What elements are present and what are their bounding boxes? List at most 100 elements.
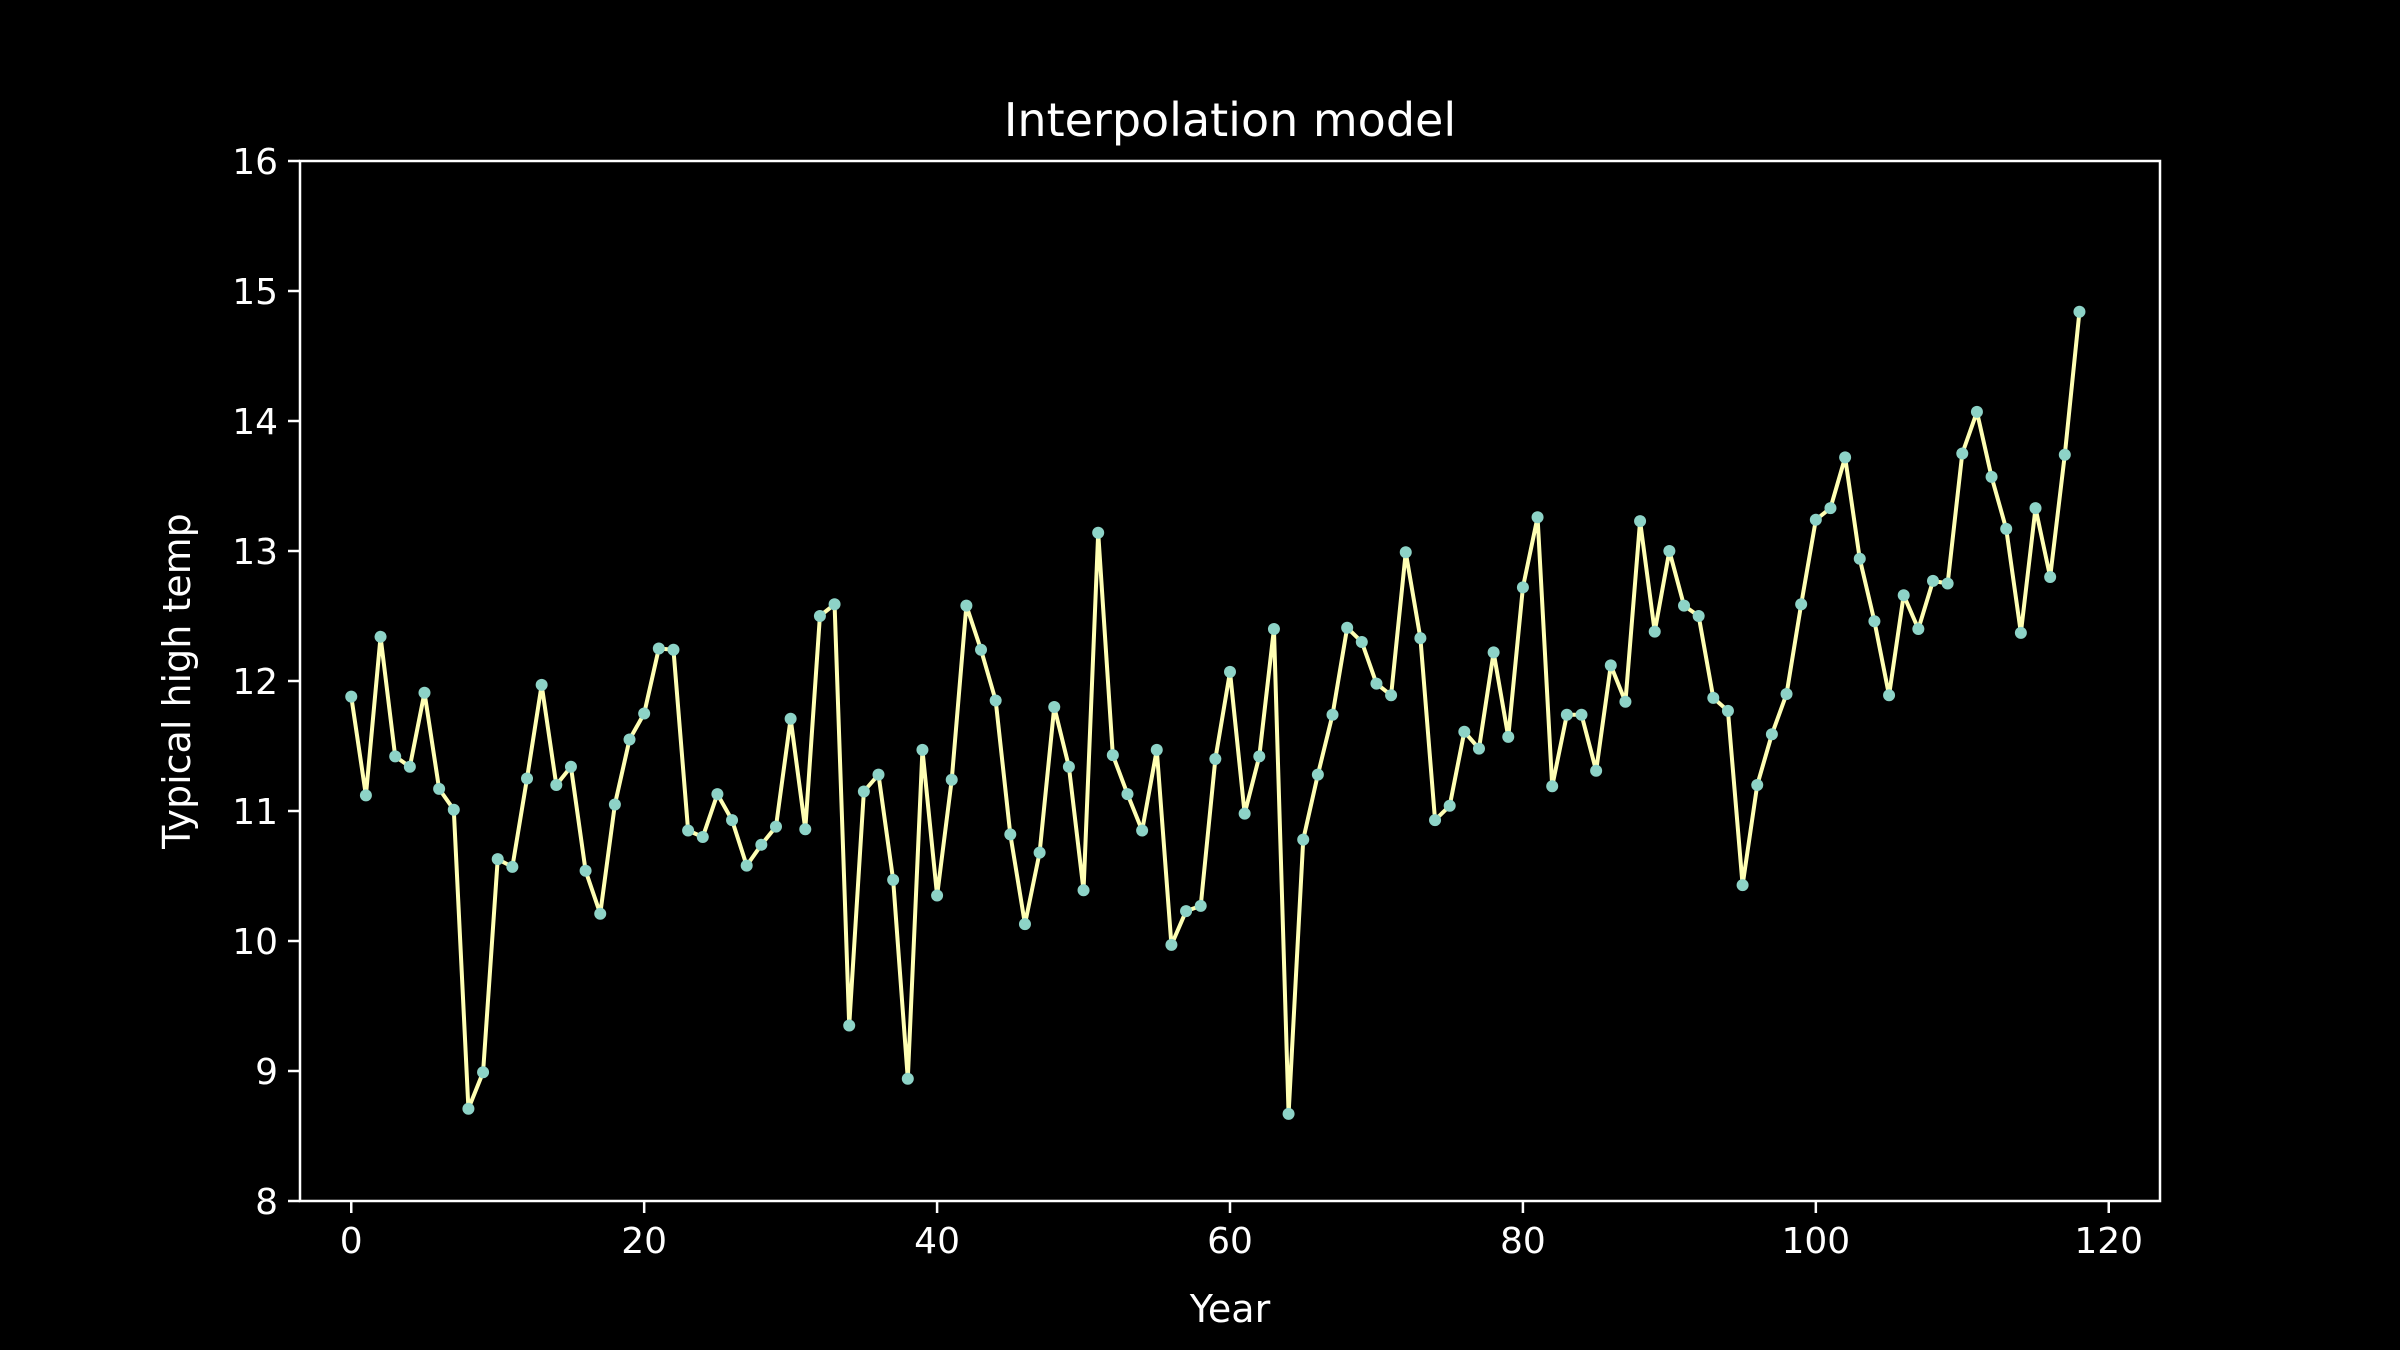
x-tick-label: 20 (621, 1221, 667, 1262)
data-point (1370, 677, 1383, 690)
data-point (462, 1102, 475, 1115)
x-axis-label: Year (1189, 1287, 1271, 1331)
data-point (594, 907, 607, 920)
data-point (374, 630, 387, 643)
data-point (1092, 526, 1105, 539)
data-point (711, 788, 724, 801)
data-point (696, 831, 709, 843)
data-point (1648, 625, 1661, 638)
data-point (1575, 708, 1588, 721)
x-tick-label: 40 (914, 1221, 960, 1262)
data-point (1341, 621, 1354, 634)
data-point (989, 694, 1002, 707)
data-point (521, 772, 534, 785)
data-point (1941, 577, 1954, 590)
x-tick-label: 80 (1500, 1221, 1546, 1262)
plot-area (345, 305, 2086, 1120)
data-point (1443, 799, 1456, 812)
y-tick-label: 14 (232, 402, 278, 443)
data-point (1282, 1107, 1295, 1120)
data-point (1267, 623, 1280, 635)
data-point (1516, 581, 1529, 594)
y-tick-label: 10 (232, 922, 278, 963)
data-point (491, 853, 504, 866)
y-tick-label: 13 (232, 532, 278, 573)
data-point (345, 690, 358, 703)
data-point (726, 814, 739, 827)
data-point (769, 820, 782, 833)
data-point (447, 803, 460, 816)
data-point (1297, 833, 1310, 846)
data-point (1970, 405, 1983, 418)
data-point (1165, 938, 1178, 951)
data-point (2029, 502, 2042, 515)
data-point (1033, 846, 1046, 859)
data-point (1853, 552, 1866, 565)
data-point (1546, 780, 1559, 793)
data-point (1868, 615, 1881, 628)
data-point (1824, 502, 1837, 515)
y-tick-label: 16 (232, 142, 278, 183)
data-point (1883, 689, 1896, 702)
chart-title: Interpolation model (1004, 93, 1456, 147)
data-point (389, 750, 402, 763)
data-point (1150, 743, 1163, 756)
data-point (535, 678, 548, 691)
data-point (1224, 665, 1236, 678)
data-point (433, 782, 446, 795)
y-axis: 8 9 10 11 12 13 14 15 16 (232, 142, 300, 1223)
data-point (1194, 899, 1207, 912)
data-point (931, 889, 944, 902)
data-point (1502, 730, 1515, 743)
data-point (1809, 513, 1822, 526)
data-point (799, 823, 812, 836)
data-point (1355, 636, 1368, 648)
data-point (813, 610, 826, 622)
data-point (1795, 598, 1808, 611)
data-point (477, 1066, 490, 1079)
data-point (623, 733, 636, 746)
x-tick-label: 0 (340, 1221, 363, 1262)
data-point (1253, 750, 1266, 763)
data-point (901, 1072, 914, 1085)
x-tick-label: 60 (1207, 1221, 1253, 1262)
data-point (872, 768, 885, 781)
data-point (1765, 728, 1778, 741)
data-point (1707, 691, 1720, 704)
y-tick-label: 9 (255, 1052, 278, 1093)
data-point (403, 760, 416, 773)
data-point (1458, 725, 1471, 738)
data-point (1385, 689, 1398, 702)
data-point (945, 773, 958, 786)
y-axis-label: Typical high temp (155, 513, 199, 850)
data-point (755, 838, 768, 851)
x-axis: 0 20 40 60 80 100 120 (340, 1201, 2143, 1262)
data-point (1399, 546, 1412, 559)
data-point (1077, 884, 1090, 897)
data-point (1238, 807, 1251, 820)
data-point (1721, 704, 1734, 717)
data-point (564, 760, 577, 773)
data-point (1780, 688, 1793, 700)
data-point (1590, 764, 1603, 777)
data-point (1751, 779, 1764, 791)
data-point (1604, 659, 1617, 672)
data-point (1736, 879, 1749, 892)
data-point (975, 643, 988, 656)
y-tick-label: 11 (232, 792, 278, 833)
data-point (1692, 610, 1705, 622)
data-point (1414, 632, 1427, 645)
data-point (2058, 448, 2071, 461)
data-point (960, 599, 973, 612)
data-point (1839, 451, 1852, 464)
data-point (1956, 447, 1969, 460)
data-point (1062, 760, 1075, 773)
data-point (1209, 753, 1222, 765)
data-point (1004, 828, 1017, 841)
data-point (1985, 470, 1998, 483)
data-point (1326, 708, 1339, 721)
data-point (2000, 522, 2013, 535)
data-point (359, 789, 372, 802)
data-point (550, 779, 563, 791)
